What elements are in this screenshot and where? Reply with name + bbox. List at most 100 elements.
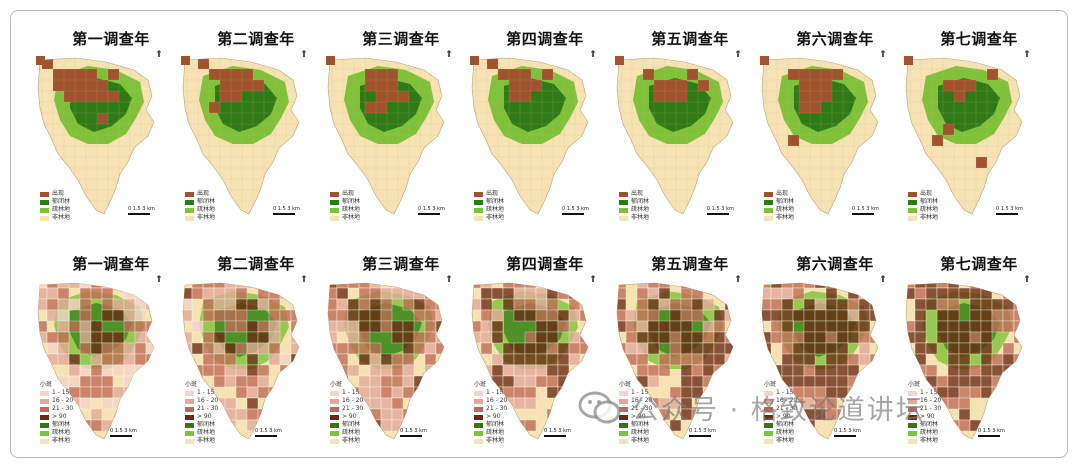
scale-bar: 0 1.5 3 km xyxy=(852,206,879,215)
density-cell xyxy=(647,375,660,388)
density-cell xyxy=(513,283,526,289)
legend-swatch xyxy=(908,406,917,412)
density-cell xyxy=(413,283,426,289)
density-cell xyxy=(134,364,147,377)
density-cell xyxy=(391,331,404,344)
legend-label: 非林地 xyxy=(776,214,795,221)
density-cell xyxy=(202,298,215,311)
presence-cells xyxy=(643,69,709,102)
legend-label: 非林地 xyxy=(197,214,216,221)
density-cell xyxy=(713,342,726,355)
density-cell xyxy=(191,342,204,355)
legend-swatch xyxy=(185,414,194,420)
density-cell xyxy=(424,342,437,355)
density-cell xyxy=(836,364,849,377)
legend-swatch xyxy=(619,390,628,396)
density-cell xyxy=(936,287,949,300)
north-arrow-icon: ⇑ xyxy=(445,50,453,60)
legend-label: 郁闭林 xyxy=(52,198,71,205)
density-cell xyxy=(79,364,92,377)
density-cell xyxy=(991,309,1004,322)
presence-cell xyxy=(788,135,799,146)
density-cell xyxy=(68,298,81,311)
density-cell xyxy=(347,342,360,355)
density-cell xyxy=(546,309,559,322)
density-cell xyxy=(101,353,114,366)
density-cell xyxy=(658,287,671,300)
scale-bar: 0 1.5 3 km xyxy=(255,428,282,437)
density-cell xyxy=(936,298,949,311)
density-cell xyxy=(691,298,704,311)
north-arrow-icon: ⇑ xyxy=(879,50,887,60)
density-cell xyxy=(369,283,382,289)
density-grid xyxy=(183,283,299,432)
density-cell xyxy=(914,283,927,289)
density-cell xyxy=(680,364,693,377)
scale-bar: 0 1.5 3 km xyxy=(689,428,716,437)
density-cell xyxy=(658,353,671,366)
density-cell xyxy=(579,364,588,377)
density-cell xyxy=(762,309,772,322)
density-cell xyxy=(980,353,993,366)
density-cell xyxy=(925,287,938,300)
density-cell xyxy=(68,283,81,289)
legend-label: 出现 xyxy=(52,190,65,197)
density-cell xyxy=(112,309,125,322)
density-cell xyxy=(803,375,816,388)
legend-label: 21 - 30 xyxy=(486,405,508,412)
map-legend: 小斑 1 - 15 16 - 20 21 - 30 > 90 郁闭林 疏林地 非林地 xyxy=(330,381,363,445)
legend-swatch xyxy=(330,215,339,221)
presence-cell xyxy=(253,80,264,91)
watermark: 公众号 · 格致论道讲坛 xyxy=(578,388,925,427)
density-cell xyxy=(224,353,237,366)
density-cell xyxy=(235,342,248,355)
density-cell xyxy=(636,287,649,300)
density-cell xyxy=(279,397,292,410)
legend-swatch xyxy=(185,191,194,197)
density-cell xyxy=(347,309,360,322)
density-cell xyxy=(145,375,154,388)
north-arrow-icon: ⇑ xyxy=(734,275,742,285)
presence-cell xyxy=(520,91,531,102)
density-cell xyxy=(358,320,371,333)
presence-cell xyxy=(275,58,286,69)
density-cell xyxy=(290,419,299,432)
density-cell xyxy=(947,283,960,289)
legend-swatch xyxy=(330,191,339,197)
density-cell xyxy=(625,309,638,322)
density-cell xyxy=(402,353,415,366)
density-cell xyxy=(858,331,871,344)
density-cell xyxy=(134,287,147,300)
density-cell xyxy=(472,298,482,311)
legend-swatch xyxy=(474,390,483,396)
presence-cell xyxy=(1009,58,1020,69)
density-cell xyxy=(279,283,292,289)
density-cell xyxy=(947,342,960,355)
density-cell xyxy=(524,353,537,366)
density-cell xyxy=(969,298,982,311)
presence-cell xyxy=(965,80,976,91)
density-map xyxy=(616,282,734,440)
density-cell xyxy=(213,298,226,311)
density-cell xyxy=(669,342,682,355)
legend-label: 疏林地 xyxy=(342,429,361,436)
density-cell xyxy=(279,353,292,366)
density-cell xyxy=(336,353,349,366)
presence-cell xyxy=(509,69,520,80)
density-cell xyxy=(391,375,404,388)
density-cell xyxy=(906,283,916,289)
density-cell xyxy=(579,331,588,344)
density-cell xyxy=(235,375,248,388)
density-cell xyxy=(57,320,70,333)
density-cell xyxy=(869,364,878,377)
scale-label: 0 1.5 3 km xyxy=(978,428,1005,434)
density-cell xyxy=(246,364,259,377)
density-cell xyxy=(57,331,70,344)
density-cell xyxy=(557,320,570,333)
density-cell xyxy=(391,386,404,399)
density-cell xyxy=(980,283,993,289)
density-cell xyxy=(38,353,48,366)
presence-cell xyxy=(509,91,520,102)
density-cell xyxy=(391,397,404,410)
density-cell xyxy=(825,353,838,366)
